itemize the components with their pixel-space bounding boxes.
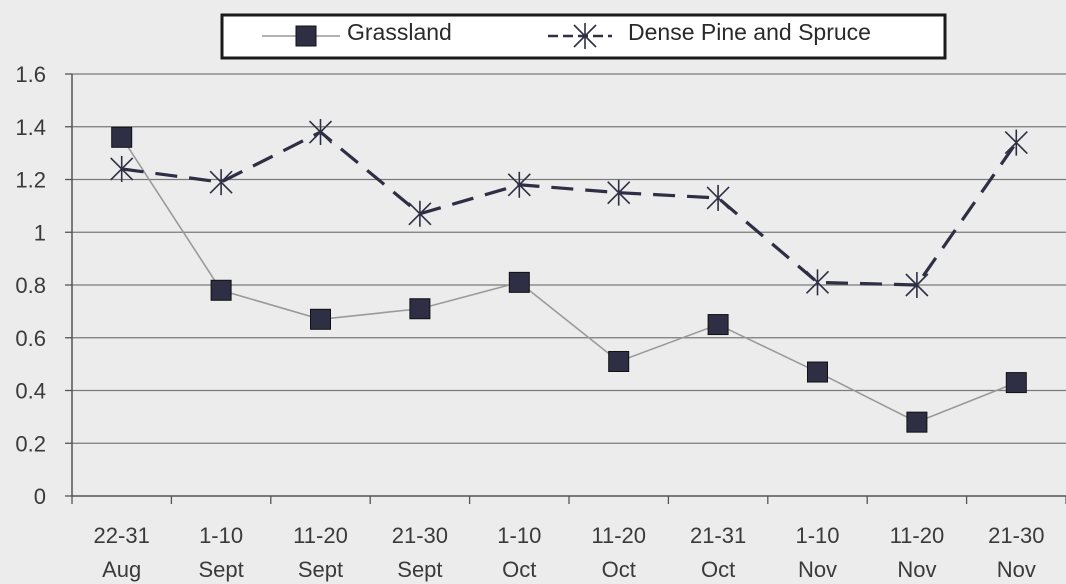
y-tick-label: 1.2 <box>15 168 46 193</box>
data-point <box>209 169 233 196</box>
legend-label: Grassland <box>347 19 452 45</box>
data-point <box>409 298 431 320</box>
data-point <box>310 308 331 330</box>
gridlines <box>72 73 1066 444</box>
x-tick-label: 22-31 Aug <box>94 523 150 582</box>
y-tick-label: 1.6 <box>15 62 46 87</box>
axes <box>65 73 1066 504</box>
x-tick-label: 11-20 Nov <box>890 523 945 582</box>
series-layer <box>110 119 1028 433</box>
x-axis-tick-labels: 22-31 Aug 1-10 Sept 11-20 Sept 21-30 Sept 1-10 Oc… <box>94 523 1045 582</box>
data-point <box>573 23 597 49</box>
data-point <box>807 361 828 383</box>
y-tick-label: 0.2 <box>15 431 46 456</box>
data-point <box>295 25 317 47</box>
series-line <box>121 130 1018 287</box>
x-tick-label: 1-10 Sept <box>198 523 243 582</box>
data-point <box>308 119 333 146</box>
y-tick-label: 0.6 <box>15 326 46 351</box>
data-point <box>507 171 531 198</box>
y-tick-label: 1 <box>34 220 46 245</box>
data-point <box>111 126 133 148</box>
legend: Grassland Dense Pine and Spruce <box>220 13 947 60</box>
data-point <box>905 272 929 298</box>
x-tick-label: 1-10 Nov <box>795 523 839 582</box>
data-point <box>706 184 730 211</box>
data-point <box>607 179 631 206</box>
data-point <box>210 279 232 301</box>
y-tick-label: 0 <box>34 484 46 509</box>
y-tick-label: 0.8 <box>15 273 46 298</box>
data-point <box>1005 372 1027 394</box>
x-tick-label: 11-20 Sept <box>293 523 348 582</box>
legend-label: Dense Pine and Spruce <box>628 19 871 45</box>
x-tick-label: 1-10 Oct <box>497 523 541 582</box>
data-point <box>508 271 530 293</box>
data-point <box>408 200 432 227</box>
y-axis-tick-labels: 0 0.2 0.4 0.6 0.8 1 1.2 1.4 1.6 <box>15 62 46 509</box>
data-point <box>805 269 830 296</box>
data-point <box>906 411 928 433</box>
y-tick-label: 0.4 <box>15 379 46 404</box>
series-line <box>121 136 1017 424</box>
data-point <box>608 350 630 372</box>
data-point <box>707 314 729 336</box>
x-tick-label: 21-30 Sept <box>392 523 448 582</box>
x-tick-label: 11-20 Oct <box>591 523 646 582</box>
x-tick-label: 21-31 Oct <box>690 523 746 582</box>
data-point <box>1004 129 1028 156</box>
x-tick-label: 21-30 Nov <box>988 523 1044 582</box>
y-tick-label: 1.4 <box>15 115 46 140</box>
data-point <box>110 155 134 182</box>
